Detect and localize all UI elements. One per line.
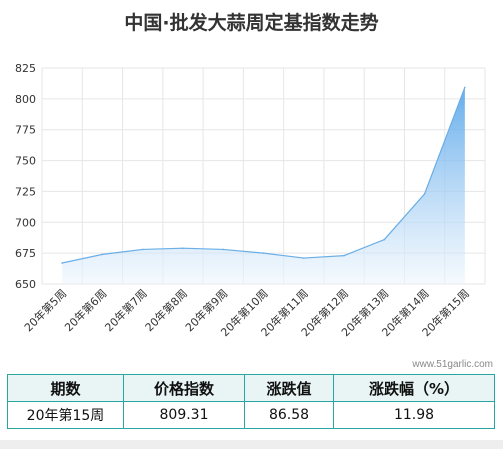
data-point <box>423 193 426 195</box>
y-tick-label: 825 <box>15 62 36 75</box>
table-header-cell: 价格指数 <box>123 374 245 402</box>
table-header-cell: 涨跌幅（%） <box>333 374 495 402</box>
table-cell: 20年第15周 <box>7 401 124 429</box>
table-cell: 86.58 <box>244 401 334 429</box>
grid-lines <box>41 67 486 285</box>
x-tick-label: 20年第8周 <box>142 286 190 334</box>
series-area <box>62 87 465 285</box>
table-header-cell: 期数 <box>7 374 124 402</box>
data-point <box>262 252 265 254</box>
y-tick-label: 725 <box>15 185 36 198</box>
x-tick-label: 20年第6周 <box>61 286 109 334</box>
data-point <box>61 262 63 264</box>
table-cell: 809.31 <box>123 401 245 429</box>
data-point <box>141 248 144 251</box>
y-tick-label: 775 <box>15 124 36 137</box>
x-tick-label: 20年第7周 <box>102 286 150 334</box>
y-tick-label: 750 <box>15 155 36 168</box>
table-row: 20年第15周 809.31 86.58 11.98 <box>7 401 495 429</box>
x-tick-label: 20年第5周 <box>21 286 69 334</box>
watermark: www.51garlic.com <box>412 359 493 370</box>
data-point <box>464 86 466 89</box>
y-tick-label: 675 <box>15 247 36 260</box>
summary-table: 期数 价格指数 涨跌值 涨跌幅（%） 20年第15周 809.31 86.58 … <box>7 374 495 429</box>
table-header-cell: 涨跌值 <box>244 374 334 402</box>
data-point <box>182 247 184 250</box>
data-point <box>383 238 386 241</box>
data-point <box>302 257 305 259</box>
data-point <box>222 248 225 251</box>
table-header-row: 期数 价格指数 涨跌值 涨跌幅（%） <box>7 374 495 402</box>
data-point <box>101 253 104 256</box>
table-cell: 11.98 <box>333 401 495 429</box>
data-point <box>343 254 345 257</box>
y-tick-label: 700 <box>15 216 36 229</box>
y-tick-label: 800 <box>15 93 36 106</box>
chart-title: 中国·批发大蒜周定基指数走势 <box>124 12 379 34</box>
footer-bar <box>0 440 503 449</box>
y-tick-label: 650 <box>15 278 36 291</box>
